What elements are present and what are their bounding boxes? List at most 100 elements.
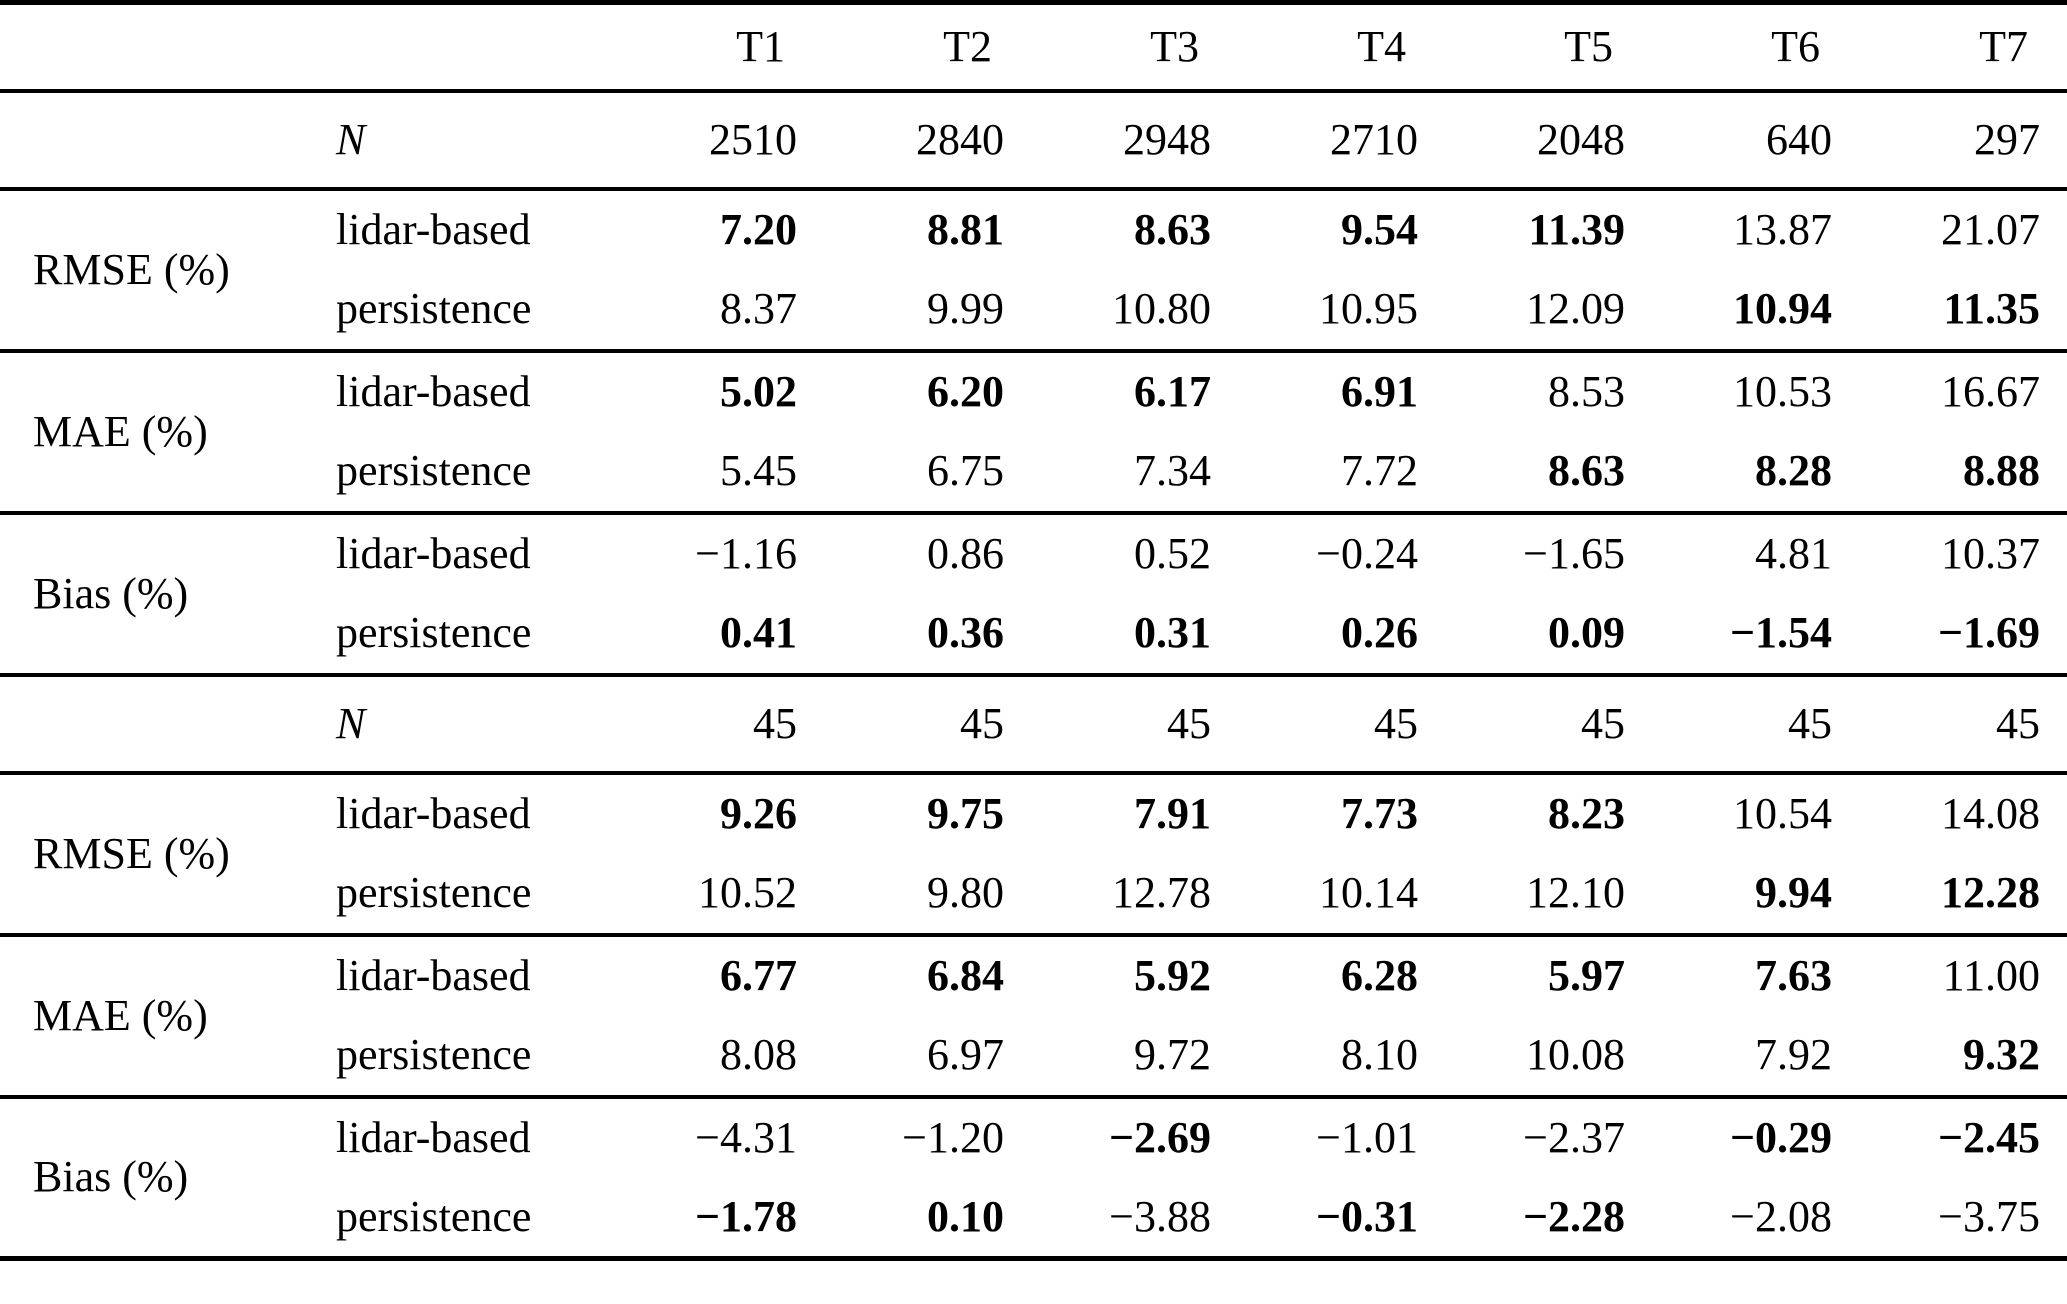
row-sublabel: lidar-based <box>336 367 531 416</box>
metric-data-row: persistence 5.45 6.75 7.34 7.72 8.63 8.28 8.88 <box>0 432 2067 513</box>
value-cell: 10.80 <box>1112 284 1211 333</box>
value-cell: 9.80 <box>927 868 1004 917</box>
row-sublabel: lidar-based <box>336 951 531 1000</box>
sample-count-label: N <box>336 698 366 748</box>
value-cell: 6.17 <box>1134 367 1211 416</box>
metric-label: RMSE (%) <box>33 244 230 294</box>
value-cell: 640 <box>1766 114 1832 164</box>
metric-label: Bias (%) <box>33 568 189 618</box>
column-header-t5: T5 <box>1564 21 1613 71</box>
value-cell: 9.26 <box>720 789 797 838</box>
value-cell: 9.94 <box>1755 868 1832 917</box>
metric-label-empty <box>0 675 330 773</box>
value-cell: 8.63 <box>1548 446 1625 495</box>
section-bias: Bias (%) lidar-based −4.31 −1.20 −2.69 −1.01 −… <box>0 1097 2067 1259</box>
value-cell: 8.53 <box>1548 367 1625 416</box>
metric-data-row: persistence −1.78 0.10 −3.88 −0.31 −2.28 −2.08… <box>0 1178 2067 1259</box>
header-spacer-metric <box>0 3 330 91</box>
row-sublabel: persistence <box>336 284 532 333</box>
value-cell: 6.75 <box>927 446 1004 495</box>
metric-label: RMSE (%) <box>33 828 230 878</box>
value-cell: −1.54 <box>1729 608 1832 657</box>
metric-label: MAE (%) <box>33 990 208 1040</box>
value-cell: 2840 <box>916 114 1004 164</box>
value-cell: 12.10 <box>1526 868 1625 917</box>
metric-data-row: MAE (%) lidar-based 6.77 6.84 5.92 6.28 5.97 7.… <box>0 935 2067 1038</box>
section-sample-count: N 45 45 45 45 45 45 45 <box>0 675 2067 773</box>
value-cell: 0.41 <box>720 608 797 657</box>
column-header-t7: T7 <box>1979 21 2028 71</box>
value-cell: 45 <box>1996 698 2040 748</box>
section-mae: MAE (%) lidar-based 5.02 6.20 6.17 6.91 8.53 10… <box>0 351 2067 513</box>
value-cell: 5.92 <box>1134 951 1211 1000</box>
value-cell: 10.95 <box>1319 284 1418 333</box>
value-cell: −0.24 <box>1316 529 1418 578</box>
value-cell: 0.52 <box>1134 529 1211 578</box>
value-cell: 0.36 <box>927 608 1004 657</box>
value-cell: 10.53 <box>1733 367 1832 416</box>
value-cell: 6.97 <box>927 1030 1004 1079</box>
value-cell: 12.78 <box>1112 868 1211 917</box>
value-cell: 11.35 <box>1943 284 2040 333</box>
row-sublabel: persistence <box>336 608 532 657</box>
row-sublabel: lidar-based <box>336 205 531 254</box>
value-cell: 7.73 <box>1341 789 1418 838</box>
stats-table: T1 T2 T3 T4 T5 T6 T7 N 2510 2840 2948 2710 2048 640 2… <box>0 0 2067 1261</box>
row-sublabel: persistence <box>336 446 532 495</box>
value-cell: 0.26 <box>1341 608 1418 657</box>
value-cell: 6.20 <box>927 367 1004 416</box>
metric-data-row: persistence 8.08 6.97 9.72 8.10 10.08 7.92 9.32 <box>0 1016 2067 1097</box>
value-cell: −1.78 <box>694 1191 797 1241</box>
value-cell: −0.31 <box>1315 1191 1418 1241</box>
value-cell: 8.08 <box>720 1030 797 1079</box>
row-sublabel: persistence <box>336 868 532 917</box>
column-header-t1: T1 <box>736 21 785 71</box>
value-cell: 7.34 <box>1134 446 1211 495</box>
value-cell: 7.72 <box>1341 446 1418 495</box>
metric-data-row: persistence 10.52 9.80 12.78 10.14 12.10 9.94 1… <box>0 854 2067 935</box>
header-spacer-sublabel <box>330 3 590 91</box>
value-cell: 5.02 <box>720 367 797 416</box>
value-cell: 8.88 <box>1963 446 2040 495</box>
value-cell: 2710 <box>1330 114 1418 164</box>
sample-count-label: N <box>336 114 366 164</box>
value-cell: 7.20 <box>720 205 797 254</box>
value-cell: 9.32 <box>1963 1030 2040 1079</box>
value-cell: 7.91 <box>1134 789 1211 838</box>
value-cell: 5.45 <box>720 446 797 495</box>
value-cell: 2510 <box>709 114 797 164</box>
value-cell: −1.16 <box>695 529 797 578</box>
value-cell: −2.37 <box>1523 1113 1625 1162</box>
value-cell: 10.37 <box>1941 529 2040 578</box>
value-cell: −3.88 <box>1109 1191 1211 1241</box>
value-cell: 9.72 <box>1134 1030 1211 1079</box>
value-cell: 14.08 <box>1941 789 2040 838</box>
value-cell: 2948 <box>1123 114 1211 164</box>
value-cell: −2.28 <box>1522 1191 1625 1241</box>
section-sample-count: N 2510 2840 2948 2710 2048 640 297 <box>0 91 2067 189</box>
value-cell: 4.81 <box>1755 529 1832 578</box>
value-cell: −3.75 <box>1938 1191 2040 1241</box>
count-row: N 45 45 45 45 45 45 45 <box>0 675 2067 773</box>
metric-data-row: RMSE (%) lidar-based 9.26 9.75 7.91 7.73 8.23 1… <box>0 773 2067 876</box>
value-cell: 0.31 <box>1134 608 1211 657</box>
value-cell: 12.09 <box>1526 284 1625 333</box>
value-cell: 8.10 <box>1341 1030 1418 1079</box>
section-bias: Bias (%) lidar-based −1.16 0.86 0.52 −0.24 −1.… <box>0 513 2067 675</box>
value-cell: 45 <box>1374 698 1418 748</box>
value-cell: −1.20 <box>902 1113 1004 1162</box>
row-sublabel: persistence <box>336 1030 532 1079</box>
value-cell: 13.87 <box>1733 205 1832 254</box>
column-header-t6: T6 <box>1771 21 1820 71</box>
value-cell: 10.54 <box>1733 789 1832 838</box>
value-cell: 8.28 <box>1755 446 1832 495</box>
value-cell: 6.91 <box>1341 367 1418 416</box>
value-cell: 16.67 <box>1941 367 2040 416</box>
value-cell: 7.63 <box>1755 951 1832 1000</box>
value-cell: −1.01 <box>1316 1113 1418 1162</box>
count-row: N 2510 2840 2948 2710 2048 640 297 <box>0 91 2067 189</box>
value-cell: −1.65 <box>1523 529 1625 578</box>
value-cell: 9.75 <box>927 789 1004 838</box>
value-cell: 9.99 <box>927 284 1004 333</box>
value-cell: 0.10 <box>927 1191 1004 1241</box>
